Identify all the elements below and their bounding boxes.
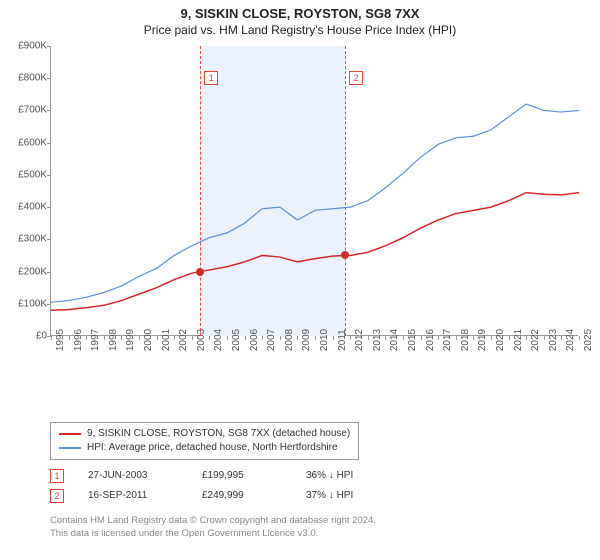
y-axis-label: £0 <box>1 331 47 342</box>
y-axis-label: £600K <box>1 137 47 148</box>
x-axis-label: 2022 <box>530 329 541 351</box>
series-hpi <box>51 104 579 302</box>
legend-swatch <box>59 447 81 449</box>
x-axis-label: 2000 <box>143 329 154 351</box>
legend: 9, SISKIN CLOSE, ROYSTON, SG8 7XX (detac… <box>50 422 359 460</box>
x-axis-label: 2014 <box>389 329 400 351</box>
sale-delta: 37% ↓ HPI <box>306 486 353 506</box>
y-axis-label: £100K <box>1 298 47 309</box>
sales-table: 1 27-JUN-2003 £199,995 36% ↓ HPI 2 16-SE… <box>50 466 570 506</box>
x-axis-label: 2009 <box>301 329 312 351</box>
x-axis-label: 1998 <box>108 329 119 351</box>
footer: Contains HM Land Registry data © Crown c… <box>50 514 376 540</box>
x-axis-label: 2001 <box>161 329 172 351</box>
x-axis-label: 2017 <box>442 329 453 351</box>
x-axis-label: 2024 <box>565 329 576 351</box>
sale-price: £249,999 <box>202 486 282 506</box>
footer-line: Contains HM Land Registry data © Crown c… <box>50 514 376 527</box>
title-sub: Price paid vs. HM Land Registry's House … <box>0 23 600 37</box>
sale-vline <box>345 46 346 336</box>
x-axis-label: 2004 <box>213 329 224 351</box>
sale-price: £199,995 <box>202 466 282 486</box>
y-axis-label: £700K <box>1 105 47 116</box>
line-series-svg <box>51 46 579 336</box>
x-axis-label: 2018 <box>460 329 471 351</box>
y-axis-label: £800K <box>1 73 47 84</box>
x-axis-label: 2015 <box>407 329 418 351</box>
y-axis-label: £500K <box>1 169 47 180</box>
x-axis-label: 2019 <box>477 329 488 351</box>
x-axis-label: 2016 <box>425 329 436 351</box>
x-axis-label: 2021 <box>513 329 524 351</box>
title-main: 9, SISKIN CLOSE, ROYSTON, SG8 7XX <box>0 6 600 21</box>
x-axis-label: 2010 <box>319 329 330 351</box>
legend-item: HPI: Average price, detached house, Nort… <box>59 441 350 455</box>
chart-titles: 9, SISKIN CLOSE, ROYSTON, SG8 7XX Price … <box>0 0 600 37</box>
chart: £0£100K£200K£300K£400K£500K£600K£700K£80… <box>50 46 578 376</box>
legend-label: 9, SISKIN CLOSE, ROYSTON, SG8 7XX (detac… <box>87 427 350 441</box>
x-axis-label: 2023 <box>548 329 559 351</box>
sale-marker-icon: 2 <box>50 489 64 503</box>
legend-swatch <box>59 433 81 435</box>
x-axis-label: 2006 <box>249 329 260 351</box>
x-axis-label: 2025 <box>583 329 594 351</box>
x-axis-label: 2020 <box>495 329 506 351</box>
x-axis-label: 2008 <box>284 329 295 351</box>
x-axis-label: 2002 <box>178 329 189 351</box>
y-axis-label: £300K <box>1 234 47 245</box>
x-axis-label: 2005 <box>231 329 242 351</box>
y-axis-label: £200K <box>1 266 47 277</box>
plot-area: £0£100K£200K£300K£400K£500K£600K£700K£80… <box>50 46 578 336</box>
sale-marker-icon: 1 <box>204 71 218 85</box>
sale-row: 2 16-SEP-2011 £249,999 37% ↓ HPI <box>50 486 570 506</box>
sale-row: 1 27-JUN-2003 £199,995 36% ↓ HPI <box>50 466 570 486</box>
x-axis-label: 1995 <box>55 329 66 351</box>
x-axis-label: 2007 <box>266 329 277 351</box>
x-axis-label: 2012 <box>354 329 365 351</box>
x-axis-label: 2003 <box>196 329 207 351</box>
sale-vline <box>200 46 201 336</box>
x-axis-label: 2013 <box>372 329 383 351</box>
sale-date: 27-JUN-2003 <box>88 466 178 486</box>
sale-point-icon <box>196 268 204 276</box>
legend-label: HPI: Average price, detached house, Nort… <box>87 441 338 455</box>
y-axis-label: £400K <box>1 202 47 213</box>
sale-date: 16-SEP-2011 <box>88 486 178 506</box>
y-axis-label: £900K <box>1 41 47 52</box>
legend-item: 9, SISKIN CLOSE, ROYSTON, SG8 7XX (detac… <box>59 427 350 441</box>
x-axis-label: 1999 <box>125 329 136 351</box>
sale-marker-icon: 1 <box>50 469 64 483</box>
footer-line: This data is licensed under the Open Gov… <box>50 527 376 540</box>
sale-marker-icon: 2 <box>349 71 363 85</box>
x-axis-label: 1997 <box>90 329 101 351</box>
sale-point-icon <box>341 251 349 259</box>
sale-delta: 36% ↓ HPI <box>306 466 353 486</box>
x-axis-label: 1996 <box>73 329 84 351</box>
